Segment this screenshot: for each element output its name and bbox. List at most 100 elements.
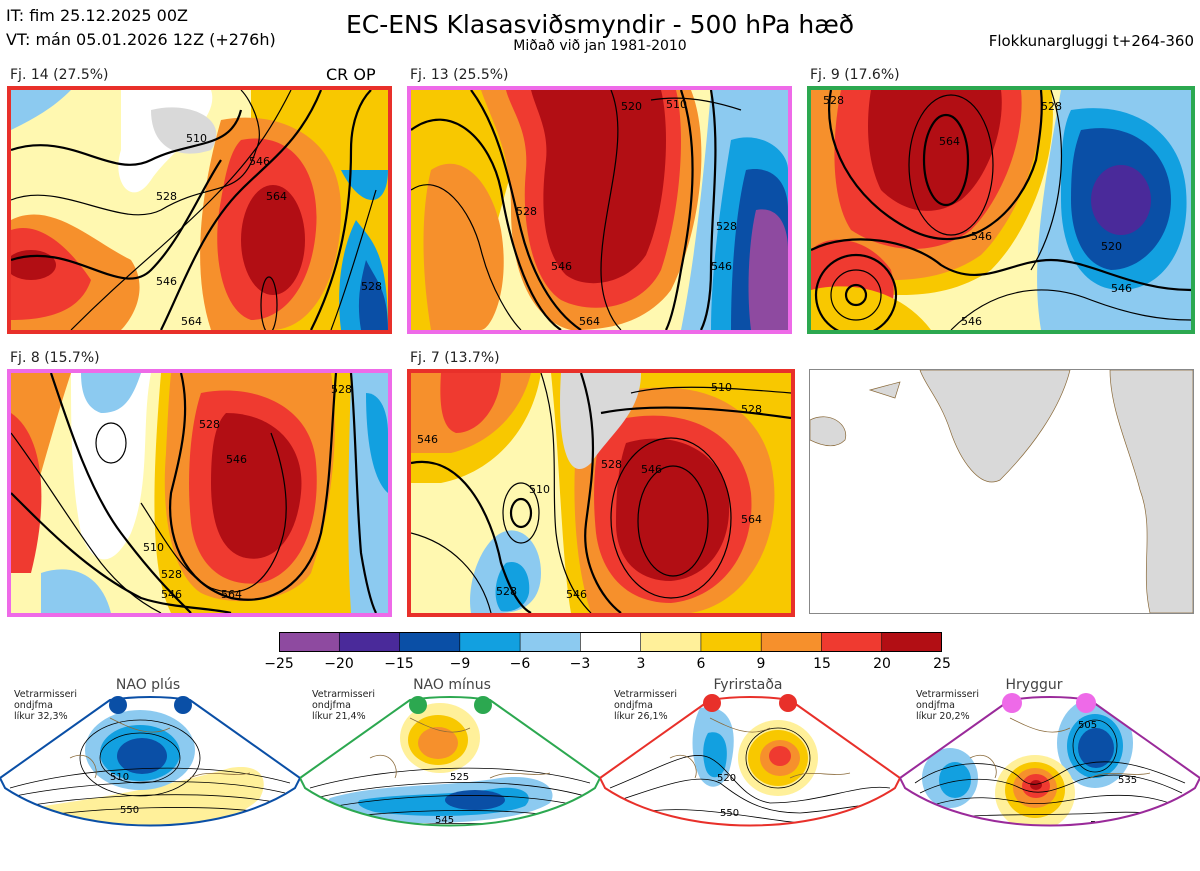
colorbar-cell [459,631,521,653]
regime-dot [174,696,192,714]
colorbar-tick: −20 [324,656,354,672]
colorbar-tick: −3 [569,656,591,672]
colorbar-tick: −15 [384,656,414,672]
classification-window: Flokkunargluggi t+264-360 [988,32,1194,50]
cluster-label-7: Fj. 7 (13.7%) [410,350,500,366]
regime-dot [474,696,492,714]
contour-label-13-528: 528 [516,205,537,218]
regime-contour-label: 525 [450,772,469,783]
colorbar-tick: 6 [696,656,706,672]
cluster-map-14: 510 528 546 564 546 528 564 [7,86,392,334]
regime-title-blocking: Fyrirstaða [713,677,783,693]
contour-label-8-564: 564 [221,588,242,601]
regime-contour-label: 550 [120,805,139,816]
cluster-label-13: Fj. 13 (25.5%) [410,67,509,83]
contour-label-9-546c: 546 [961,315,982,328]
page-title: EC-ENS Klasasviðsmyndir - 500 hPa hæð [345,10,855,39]
contour-label-14-546: 546 [249,155,270,168]
regime-map-nao-minus: 525 545 565 [300,696,600,861]
regime-title-nao-minus: NAO mínus [413,677,491,693]
cluster-map-9: 564 546 528 520 546 546 528 [807,86,1195,334]
colorbar-tick: 20 [873,656,891,672]
regime-dot [1002,693,1022,713]
contour-label-8-510: 510 [143,541,164,554]
contour-label-14-564: 564 [266,190,287,203]
contour-label-9-528: 528 [1041,100,1062,113]
colorbar-tick: −25 [264,656,294,672]
contour-label-14-510: 510 [186,132,207,145]
contour-label-7-528: 528 [741,403,762,416]
colorbar-tick: 3 [636,656,646,672]
contour-label-7-528c: 528 [496,585,517,598]
colorbar-cell [700,631,762,653]
colorbar-tick: −6 [509,656,531,672]
colorbar-cell [519,631,582,653]
colorbar-tick: 15 [813,656,831,672]
regime-map-ridge: 505 535 560 [900,693,1200,827]
cluster-map-7: 510 528 546 564 546 528 510 528 546 [407,369,795,617]
regime-note-blocking: Vetrarmisseri ondjfma líkur 26,1% [614,689,677,722]
colorbar-tick: 25 [933,656,951,672]
valid-time: VT: mán 05.01.2026 12Z (+276h) [6,30,276,49]
contour-label-8-528c: 528 [331,383,352,396]
colorbar-cell [821,631,883,653]
colorbar-cell [881,631,943,653]
contour-label-8-528b: 528 [161,568,182,581]
contour-label-14-564b: 564 [181,315,202,328]
cluster-label-14: Fj. 14 (27.5%) [10,67,109,83]
contour-label-7-546: 546 [641,463,662,476]
contour-label-14-546b: 546 [156,275,177,288]
contour-label-8-546b: 546 [161,588,182,601]
colorbar-cell [338,631,401,653]
regime-contour-label: 510 [110,772,129,783]
contour-label-14-528: 528 [156,190,177,203]
regime-note-nao-plus: Vetrarmisseri ondjfma líkur 32,3% [14,689,77,722]
base-map-empty [809,369,1194,614]
regime-contour-label: 550 [720,808,739,819]
colorbar-cell [399,631,461,653]
cluster-map-13: 510 528 546 546 528 564 520 [407,86,792,334]
contour-label-7-528b: 528 [601,458,622,471]
colorbar [278,631,943,653]
cluster-label-9: Fj. 9 (17.6%) [810,67,900,83]
contour-label-9-520: 520 [1101,240,1122,253]
contour-label-13-546b: 546 [711,260,732,273]
contour-label-13-546: 546 [551,260,572,273]
colorbar-cell [580,631,642,653]
regime-note-ridge: Vetrarmisseri ondjfma líkur 20,2% [916,689,979,722]
cr-op-label: CR OP [326,65,376,84]
contour-label-7-546c: 546 [417,433,438,446]
colorbar-tick: −9 [449,656,471,672]
regime-map-nao-plus: 510 550 [0,696,300,827]
contour-label-9-546b: 546 [1111,282,1132,295]
regime-dot [409,696,427,714]
contour-label-9-564: 564 [939,135,960,148]
cluster-label-8: Fj. 8 (15.7%) [10,350,100,366]
regime-title-nao-plus: NAO plús [115,677,181,693]
contour-label-13-520: 520 [621,100,642,113]
contour-label-9-546: 546 [971,230,992,243]
colorbar-tick: 9 [756,656,766,672]
contour-label-13-564: 564 [579,315,600,328]
regime-dot [779,694,797,712]
contour-label-8-546: 546 [226,453,247,466]
contour-label-7-510: 510 [711,381,732,394]
contour-label-7-564: 564 [741,513,762,526]
cluster-map-8: 528 546 564 546 528 510 528 [7,369,392,617]
regime-contour-label: 520 [717,773,736,784]
regime-title-ridge: Hryggur [1005,677,1063,693]
colorbar-cell [640,631,702,653]
regime-contour-label: 565 [445,850,464,861]
regime-contour-label: 505 [1078,720,1097,731]
regime-contour-label: 545 [435,815,454,826]
contour-label-7-510b: 510 [529,483,550,496]
regime-map-blocking: 520 550 560 [600,694,900,843]
regime-dot [703,694,721,712]
colorbar-cell [760,631,823,653]
colorbar-cell [278,631,341,653]
page-subtitle: Miðað við jan 1981-2010 [513,38,687,54]
regime-contour-label: 560 [736,832,755,843]
contour-label-8-528: 528 [199,418,220,431]
contour-label-7-546b: 546 [566,588,587,601]
issue-time: IT: fim 25.12.2025 00Z [6,6,188,25]
